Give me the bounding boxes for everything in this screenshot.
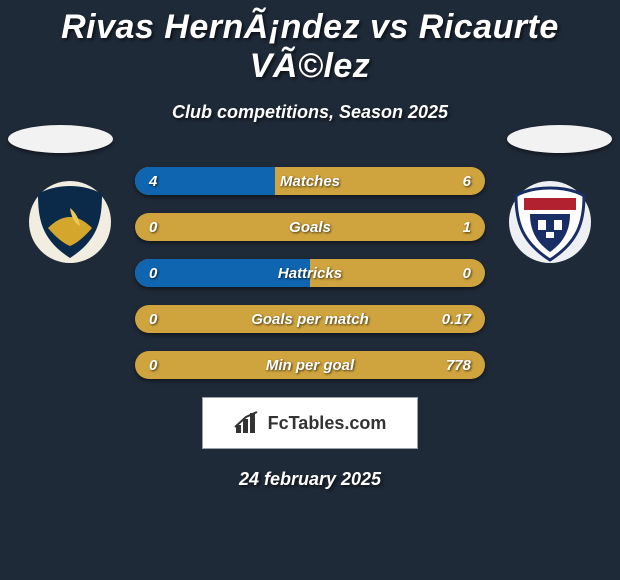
shield-icon (500, 180, 600, 264)
club-badge-left (20, 180, 120, 264)
country-flag-left (8, 125, 113, 153)
stat-row: 0 Hattricks 0 (135, 259, 485, 287)
bar-chart-icon (234, 411, 262, 435)
stat-label: Matches (135, 167, 485, 195)
stat-label: Goals per match (135, 305, 485, 333)
page-title: Rivas HernÃ¡ndez vs Ricaurte VÃ©lez (0, 0, 620, 86)
stat-value-right: 6 (463, 167, 471, 195)
source-logo-text: FcTables.com (268, 413, 387, 434)
country-flag-right (507, 125, 612, 153)
stat-value-right: 1 (463, 213, 471, 241)
stat-value-right: 778 (446, 351, 471, 379)
stat-label: Min per goal (135, 351, 485, 379)
shield-icon (20, 180, 120, 264)
stat-row: 0 Goals 1 (135, 213, 485, 241)
stat-label: Goals (135, 213, 485, 241)
stat-row: 4 Matches 6 (135, 167, 485, 195)
club-badge-right (500, 180, 600, 264)
subtitle: Club competitions, Season 2025 (0, 102, 620, 123)
stat-label: Hattricks (135, 259, 485, 287)
date-text: 24 february 2025 (0, 469, 620, 490)
stat-row: 0 Goals per match 0.17 (135, 305, 485, 333)
stat-row: 0 Min per goal 778 (135, 351, 485, 379)
source-logo: FcTables.com (202, 397, 418, 449)
stat-value-right: 0 (463, 259, 471, 287)
stat-value-right: 0.17 (442, 305, 471, 333)
